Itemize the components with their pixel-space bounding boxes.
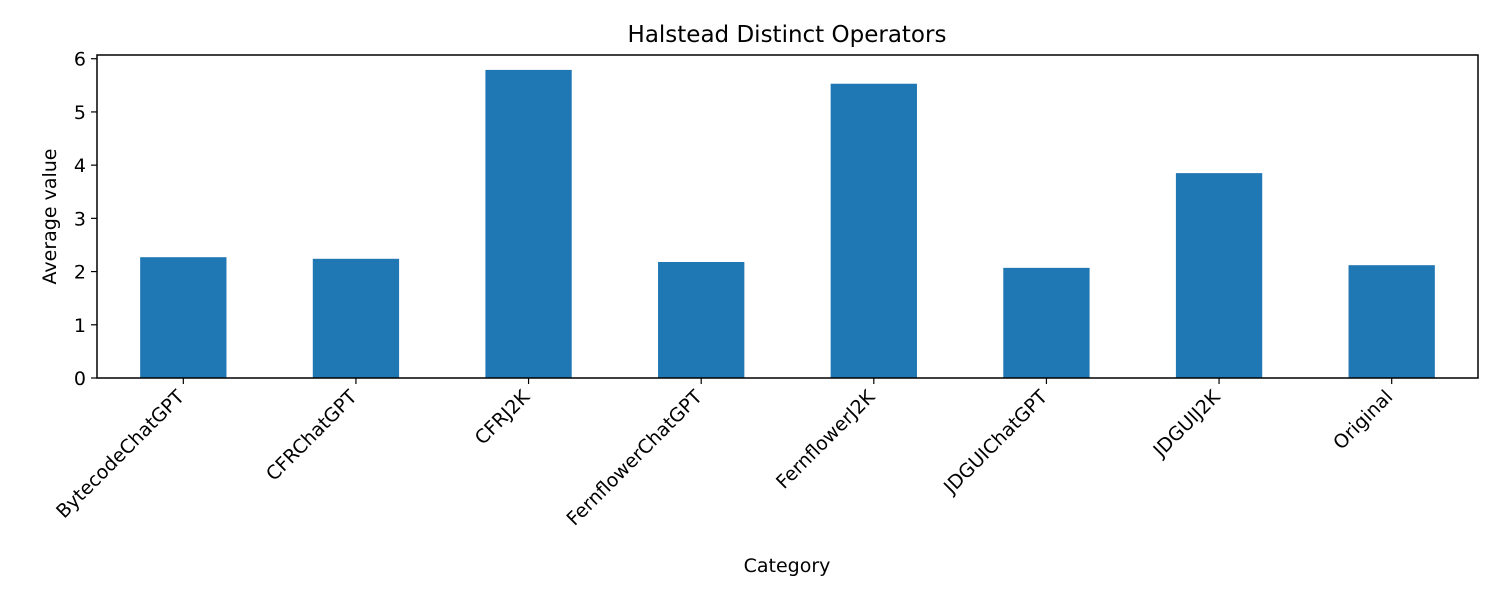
bar-FernflowerJ2K bbox=[830, 83, 917, 378]
y-tick-label: 3 bbox=[74, 208, 86, 230]
x-tick-label: JDGUIJ2K bbox=[1148, 386, 1224, 462]
x-tick-label: FernflowerJ2K bbox=[772, 386, 880, 494]
y-tick-label: 4 bbox=[74, 155, 86, 177]
x-tick-label: BytecodeChatGPT bbox=[52, 386, 189, 523]
bar-CFRChatGPT bbox=[312, 258, 400, 378]
bar-BytecodeChatGPT bbox=[140, 257, 227, 378]
x-tick-label: Original bbox=[1329, 386, 1397, 454]
bar-JDGUIChatGPT bbox=[1003, 267, 1090, 378]
x-axis-ticks: BytecodeChatGPT CFRChatGPT CFRJ2K Fernflowe… bbox=[52, 378, 1397, 530]
bar-CFRJ2K bbox=[485, 69, 572, 378]
x-tick-label: FernflowerChatGPT bbox=[563, 386, 707, 530]
y-tick-label: 1 bbox=[74, 315, 86, 337]
x-tick-label: CFRJ2K bbox=[471, 386, 535, 450]
y-tick-label: 0 bbox=[74, 368, 86, 390]
chart-title: Halstead Distinct Operators bbox=[628, 22, 947, 48]
bars-group bbox=[140, 69, 1435, 378]
x-tick-label: JDGUIChatGPT bbox=[939, 386, 1052, 499]
plot-frame bbox=[96, 54, 1479, 379]
bar-FernflowerChatGPT bbox=[658, 261, 745, 378]
y-tick-label: 2 bbox=[74, 262, 86, 284]
x-tick-label: CFRChatGPT bbox=[262, 386, 362, 486]
y-tick-label: 5 bbox=[74, 102, 86, 124]
y-axis-label: Average value bbox=[39, 149, 61, 285]
bar-JDGUIJ2K bbox=[1175, 173, 1263, 378]
y-tick-label: 6 bbox=[74, 49, 86, 71]
x-axis-label: Category bbox=[744, 555, 831, 577]
y-axis-ticks: 0 1 2 3 4 5 6 bbox=[74, 49, 97, 390]
bar-Original bbox=[1348, 265, 1435, 378]
